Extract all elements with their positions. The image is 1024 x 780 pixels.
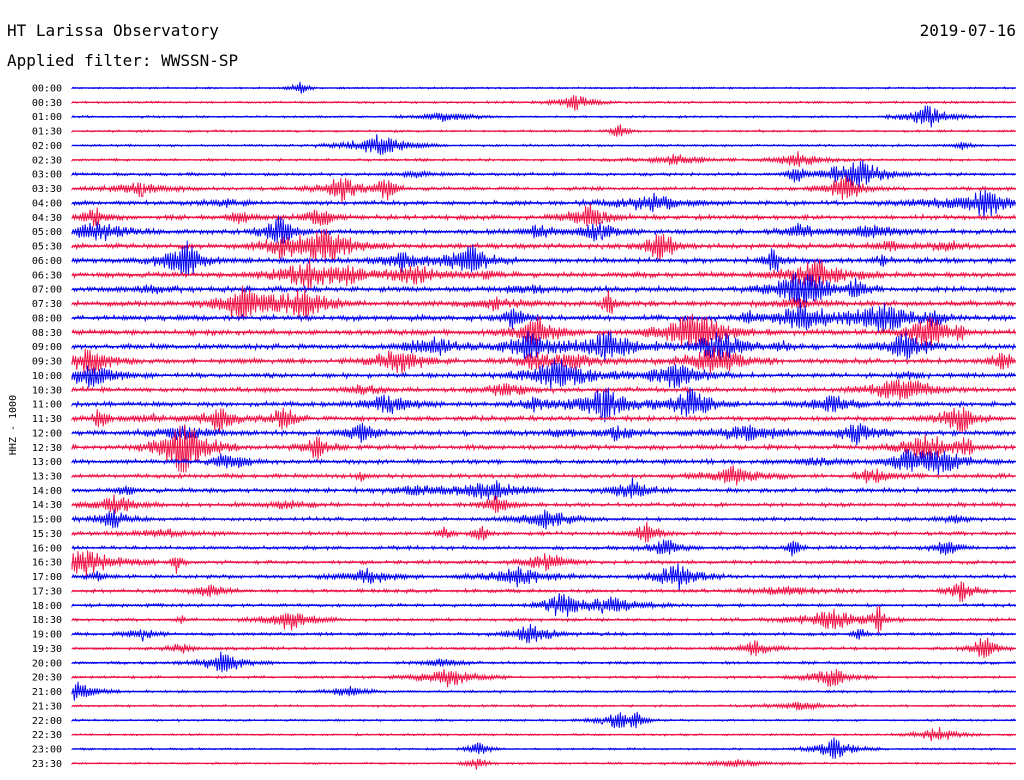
row-time-label: 19:30 — [32, 644, 62, 655]
station-title: HT Larissa Observatory — [7, 21, 219, 40]
row-time-label: 03:00 — [32, 170, 62, 181]
row-time-label: 04:00 — [32, 198, 62, 209]
row-time-label: 17:00 — [32, 572, 62, 583]
trace-group — [71, 81, 1016, 770]
row-time-label: 10:00 — [32, 371, 62, 382]
row-time-label: 03:30 — [32, 184, 62, 195]
row-time-label: 09:30 — [32, 357, 62, 368]
row-time-label: 19:00 — [32, 630, 62, 641]
seismic-trace-row — [71, 272, 1016, 308]
row-time-label: 23:00 — [32, 745, 62, 756]
row-time-label: 01:00 — [32, 112, 62, 123]
y-axis-label: HHZ - 1000 — [8, 395, 19, 455]
row-time-label: 02:00 — [32, 141, 62, 152]
row-time-label: 18:00 — [32, 601, 62, 612]
row-time-label: 23:30 — [32, 759, 62, 770]
row-time-label: 20:00 — [32, 658, 62, 669]
row-time-label: 07:00 — [32, 285, 62, 296]
row-time-label: 07:30 — [32, 299, 62, 310]
row-time-label: 17:30 — [32, 586, 62, 597]
row-time-label: 18:30 — [32, 615, 62, 626]
row-time-label: 22:00 — [32, 716, 62, 727]
row-time-label: 12:30 — [32, 443, 62, 454]
row-time-label: 09:00 — [32, 342, 62, 353]
row-time-label: 21:00 — [32, 687, 62, 698]
row-time-label: 22:30 — [32, 730, 62, 741]
row-time-label: 13:30 — [32, 471, 62, 482]
row-time-label: 20:30 — [32, 673, 62, 684]
date-label: 2019-07-16 — [920, 21, 1016, 40]
row-time-label: 02:30 — [32, 155, 62, 166]
row-time-label: 10:30 — [32, 385, 62, 396]
row-time-label: 11:30 — [32, 414, 62, 425]
row-time-label: 21:30 — [32, 701, 62, 712]
row-time-label: 05:00 — [32, 227, 62, 238]
row-time-label: 01:30 — [32, 127, 62, 138]
row-time-label: 06:00 — [32, 256, 62, 267]
row-time-label: 04:30 — [32, 213, 62, 224]
row-time-label: 08:30 — [32, 328, 62, 339]
filter-subtitle: Applied filter: WWSSN-SP — [7, 51, 238, 70]
row-time-label: 11:00 — [32, 400, 62, 411]
row-time-label: 08:00 — [32, 313, 62, 324]
row-time-label: 13:00 — [32, 457, 62, 468]
row-time-label: 14:00 — [32, 486, 62, 497]
row-time-label: 16:30 — [32, 558, 62, 569]
row-time-label: 00:30 — [32, 98, 62, 109]
row-time-label: 15:30 — [32, 529, 62, 540]
row-time-label: 12:00 — [32, 428, 62, 439]
row-time-label: 05:30 — [32, 242, 62, 253]
row-time-label: 15:00 — [32, 515, 62, 526]
tick-label-group: 00:00 00:30 01:00 01:30 02:00 02:30 03:00 03:30… — [32, 84, 62, 770]
row-time-label: 06:30 — [32, 270, 62, 281]
seismic-trace-row — [71, 302, 1016, 333]
row-time-label: 00:00 — [32, 84, 62, 95]
row-time-label: 16:00 — [32, 543, 62, 554]
row-time-label: 14:30 — [32, 500, 62, 511]
